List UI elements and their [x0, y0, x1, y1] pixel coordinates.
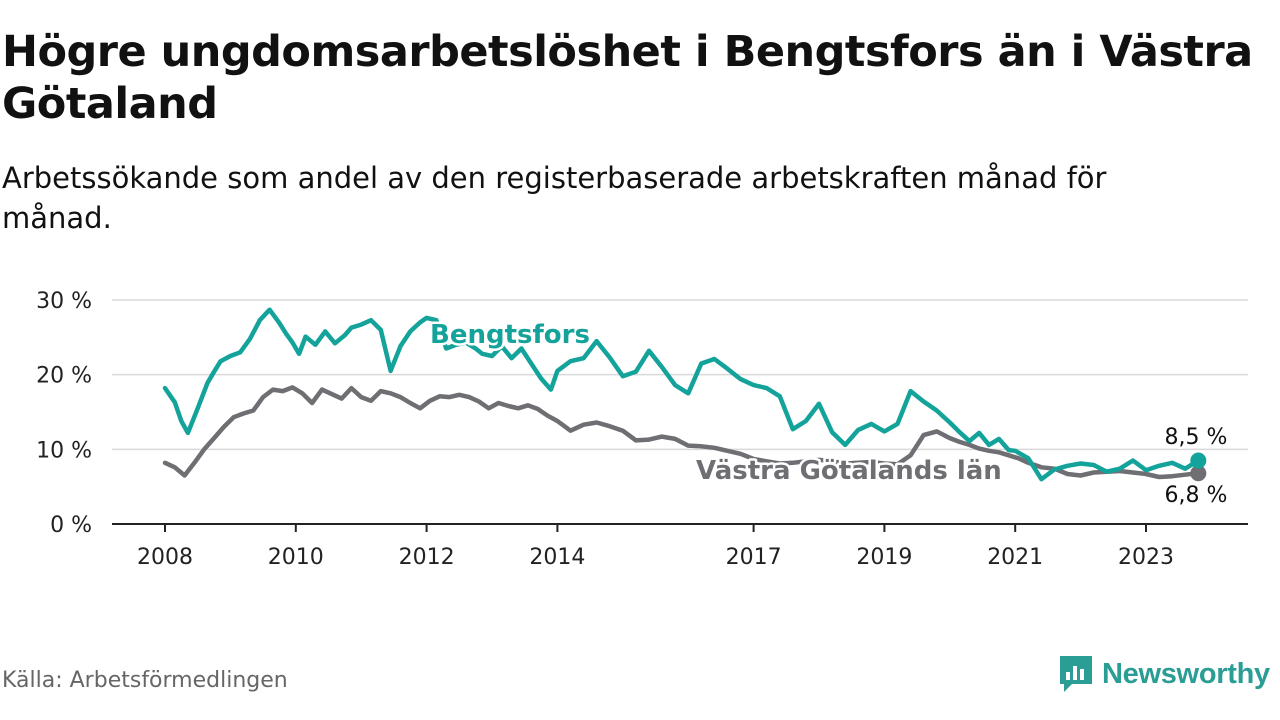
y-tick-label: 0 %	[50, 513, 92, 538]
chart-title: Högre ungdomsarbetslöshet i Bengtsfors ä…	[2, 27, 1253, 129]
x-tick-label: 2008	[137, 545, 193, 570]
brand-name: Newsworthy	[1102, 657, 1270, 690]
x-tick-label: 2017	[726, 545, 782, 570]
bengtsfors-end-point	[1190, 452, 1207, 469]
brand-logo: Newsworthy	[1058, 654, 1270, 694]
vg-series-line	[162, 385, 1201, 480]
x-tick-label: 2014	[529, 545, 585, 570]
y-tick-label: 30 %	[36, 289, 92, 314]
vg-end-label: 6,8 %	[1165, 483, 1228, 508]
label-layer: Bengtsfors Västra Götalands län 8,5 % 6,8 %	[428, 318, 1230, 511]
x-tick-label: 2021	[987, 545, 1043, 570]
grid-layer	[112, 299, 1248, 451]
chart-subtitle: Arbetssökande som andel av den registerb…	[2, 161, 1107, 235]
y-tick-label: 10 %	[36, 438, 92, 463]
source-note: Källa: Arbetsförmedlingen	[2, 668, 288, 693]
bengtsfors-end-label: 8,5 %	[1165, 425, 1228, 450]
series-layer	[162, 307, 1207, 482]
bengtsfors-series-line	[162, 307, 1201, 482]
newsworthy-logo-icon	[1060, 656, 1092, 692]
vg-end-point	[1190, 465, 1207, 482]
x-tick-label: 2019	[856, 545, 912, 570]
axis-layer: 0 % 10 % 20 % 30 % 2008 2010 2012 2014 2017 2019 2…	[36, 289, 1248, 570]
y-tick-label: 20 %	[36, 364, 92, 389]
bengtsfors-series-label: Bengtsfors	[430, 320, 590, 350]
vg-series-label: Västra Götalands län	[696, 456, 1002, 486]
x-tick-label: 2023	[1118, 545, 1174, 570]
x-tick-label: 2012	[399, 545, 455, 570]
x-tick-label: 2010	[268, 545, 324, 570]
